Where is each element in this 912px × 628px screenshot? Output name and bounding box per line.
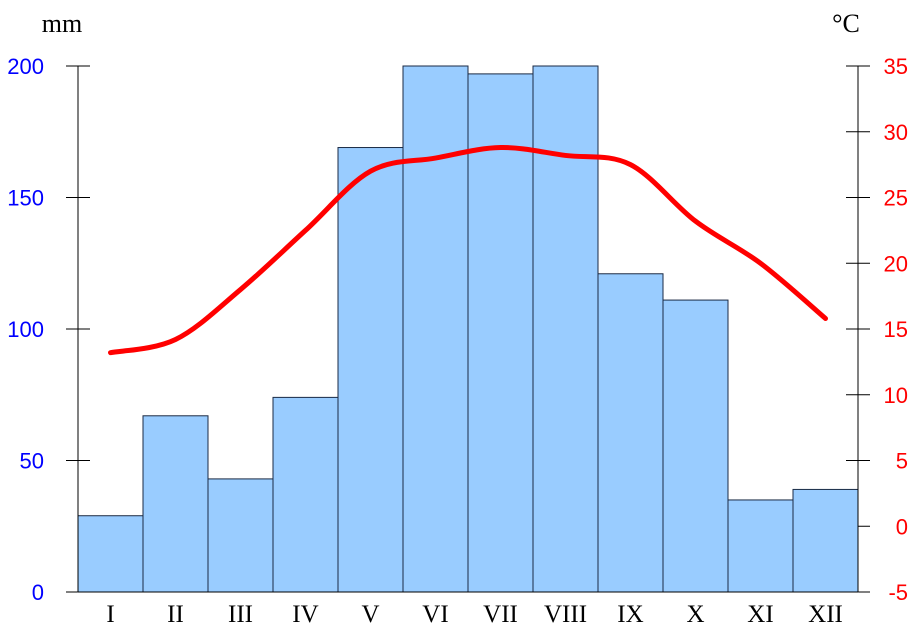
bar-XI (727, 499, 794, 593)
month-label: V (361, 601, 379, 628)
month-label: XI (747, 601, 773, 628)
bar-IX (597, 273, 664, 593)
left-axis-ticks: 0 50 100 150 200 (7, 54, 90, 605)
bar-V (337, 147, 404, 593)
right-axis-ticks: -5 0 5 10 15 20 25 30 35 (846, 54, 908, 605)
right-tick-label: 35 (884, 54, 908, 79)
month-label: IX (617, 601, 643, 628)
month-label: II (167, 601, 184, 628)
month-label: XII (808, 601, 843, 628)
right-tick-label: 25 (884, 186, 908, 211)
axes (77, 66, 859, 593)
bar-III (207, 478, 274, 593)
month-label: X (686, 601, 704, 628)
right-tick-label: 15 (884, 317, 908, 342)
month-label: VII (483, 601, 518, 628)
month-label: IV (292, 601, 318, 628)
month-label: VIII (544, 601, 587, 628)
bar-X (662, 299, 729, 593)
month-label: III (228, 601, 253, 628)
left-tick-label: 0 (32, 580, 44, 605)
bar-IV (272, 396, 339, 593)
right-tick-label: 10 (884, 383, 908, 408)
bar-VIII (532, 65, 599, 593)
month-label: VI (422, 601, 448, 628)
bar-VI (402, 65, 469, 593)
right-tick-label: 5 (896, 449, 908, 474)
left-tick-label: 100 (7, 317, 44, 342)
temperature-line (108, 145, 828, 356)
bar-II (142, 415, 209, 593)
bar-I (77, 515, 144, 593)
right-tick-label: 30 (884, 120, 908, 145)
bar-XII (792, 488, 859, 593)
left-axis-unit: mm (42, 9, 82, 38)
left-tick-label: 200 (7, 54, 44, 79)
temperature-line-layer (108, 145, 828, 356)
right-tick-label: 0 (896, 514, 908, 539)
bar-VII (467, 73, 534, 593)
right-tick-label: -5 (888, 580, 908, 605)
left-tick-label: 50 (20, 449, 44, 474)
month-label: I (106, 601, 114, 628)
left-tick-label: 150 (7, 186, 44, 211)
right-tick-label: 20 (884, 251, 908, 276)
right-axis-unit: °C (832, 9, 860, 38)
month-labels: I II III IV V VI VII VIII IX X XI XII (106, 601, 843, 628)
